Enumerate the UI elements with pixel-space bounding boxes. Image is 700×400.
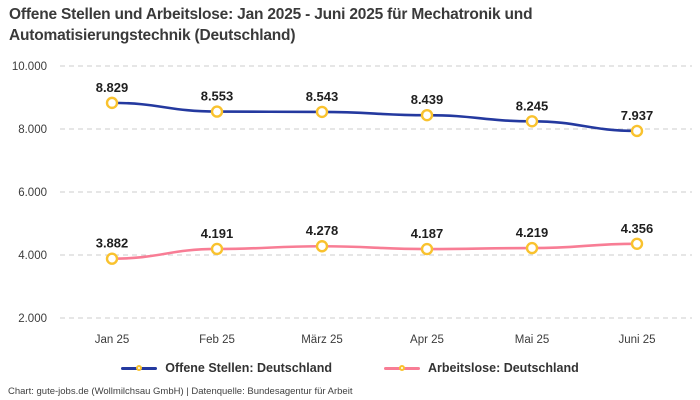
data-point-label: 4.187	[411, 226, 444, 241]
legend-label: Arbeitslose: Deutschland	[427, 361, 579, 375]
x-tick-label: Feb 25	[199, 334, 235, 346]
data-point-marker	[420, 242, 434, 256]
y-tick-label: 8.000	[18, 124, 47, 136]
data-point-marker	[630, 124, 644, 138]
x-tick-label: Mai 25	[515, 334, 550, 346]
data-point-marker	[525, 115, 539, 128]
x-tick-label: März 25	[301, 334, 343, 346]
data-point-marker	[630, 237, 644, 250]
series-line	[110, 242, 639, 261]
x-tick-label: Juni 25	[618, 334, 655, 346]
legend-swatch-line-marker-icon	[121, 361, 158, 375]
data-point-marker	[315, 240, 329, 253]
data-point-label: 8.439	[411, 92, 444, 107]
attribution: Chart: gute-jobs.de (Wollmilchsau GmbH) …	[8, 386, 353, 397]
x-tick-label: Apr 25	[410, 334, 444, 346]
legend-item-offene-stellen: Offene Stellen: Deutschland	[121, 361, 332, 375]
x-tick-label: Jan 25	[95, 334, 130, 346]
data-point-marker	[105, 252, 119, 265]
series-line	[110, 101, 639, 133]
data-point-marker	[420, 108, 434, 122]
data-point-label: 8.553	[201, 89, 234, 104]
data-point-label: 4.191	[201, 226, 234, 241]
legend: Offene Stellen: Deutschland Arbeitslose:…	[0, 361, 700, 375]
data-point-marker	[210, 242, 224, 256]
y-tick-label: 6.000	[18, 187, 47, 199]
data-point-label: 8.829	[96, 80, 129, 95]
data-point-marker	[525, 241, 539, 255]
y-tick-label: 10.000	[12, 61, 47, 73]
data-point-label: 3.882	[96, 236, 129, 251]
legend-item-arbeitslose: Arbeitslose: Deutschland	[383, 361, 579, 375]
data-point-marker	[210, 105, 224, 118]
data-point-marker	[105, 96, 119, 110]
data-point-marker	[315, 105, 329, 119]
data-point-label: 8.543	[306, 89, 339, 104]
data-point-label: 7.937	[621, 108, 654, 123]
y-tick-label: 4.000	[18, 250, 47, 262]
data-point-label: 4.356	[621, 221, 654, 236]
legend-label: Offene Stellen: Deutschland	[165, 361, 332, 375]
data-point-label: 8.245	[516, 98, 549, 113]
legend-swatch-line-marker-icon	[383, 361, 420, 375]
legend-marker-icon	[398, 365, 405, 371]
y-tick-label: 2.000	[18, 313, 47, 325]
legend-marker-icon	[136, 365, 143, 371]
chart-title: Offene Stellen und Arbeitslose: Jan 2025…	[9, 6, 533, 45]
data-point-label: 4.278	[306, 223, 339, 238]
data-point-label: 4.219	[516, 225, 549, 240]
